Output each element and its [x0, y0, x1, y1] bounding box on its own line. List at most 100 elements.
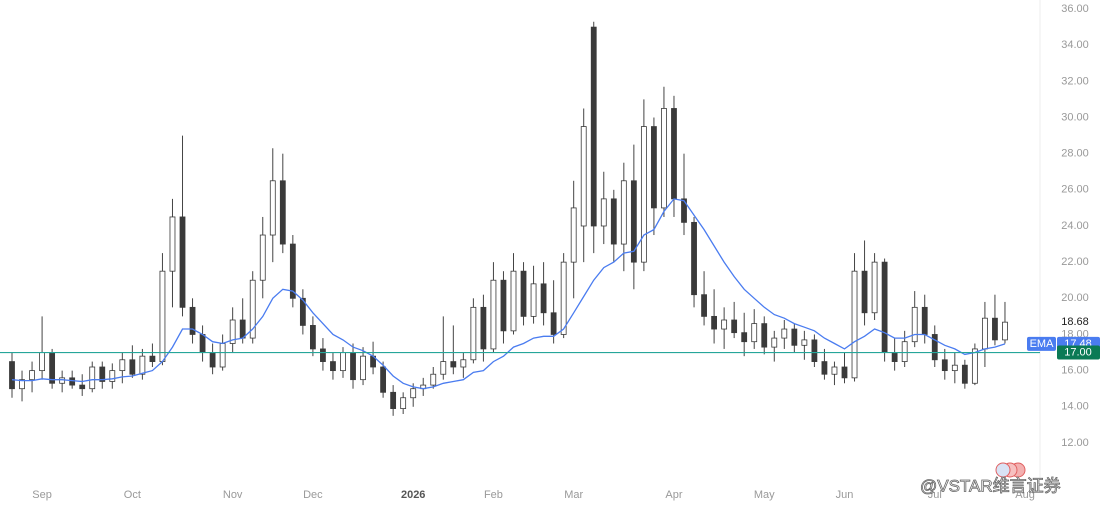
candle-body — [560, 261, 567, 335]
candle-body — [59, 377, 66, 384]
candle-body — [741, 332, 748, 343]
candle-body — [279, 180, 286, 245]
candle-body — [410, 388, 417, 399]
ema-name-tag — [1027, 336, 1056, 351]
candle-body — [731, 319, 738, 334]
candle-body — [400, 397, 407, 409]
candle-body — [861, 270, 868, 314]
candle-body — [229, 319, 236, 344]
y-tick-label: 12.00 — [1061, 437, 1089, 449]
y-tick-label: 30.00 — [1061, 111, 1089, 123]
ema-name: EMA — [1030, 338, 1055, 350]
candle-body — [169, 216, 176, 272]
candle-body — [600, 198, 607, 227]
candle-body — [79, 384, 86, 390]
candle-body — [470, 306, 477, 361]
candle-body — [269, 180, 276, 236]
candle-body — [881, 261, 888, 353]
candle-body — [701, 294, 707, 317]
candle-body — [811, 339, 818, 362]
y-tick-label: 36.00 — [1061, 3, 1089, 15]
x-tick-label: Sep — [32, 489, 52, 501]
candle-body — [821, 361, 828, 375]
candle-body — [209, 352, 216, 368]
candle-body — [951, 364, 958, 372]
y-tick-label: 24.00 — [1061, 220, 1089, 232]
candle-body — [801, 339, 808, 346]
ema-line — [11, 198, 1006, 390]
candle-body — [871, 261, 878, 314]
candle-body — [540, 283, 547, 314]
candle-body — [239, 319, 246, 339]
candle-body — [309, 325, 316, 350]
candle-body — [29, 370, 35, 381]
candle-body — [69, 377, 76, 386]
x-tick-label: Aug — [1015, 489, 1035, 501]
candle-body — [490, 279, 497, 350]
candle-body — [430, 373, 437, 386]
y-tick-label: 28.00 — [1061, 148, 1089, 160]
candle-body — [330, 361, 336, 372]
candle-body — [440, 361, 447, 375]
candle-body — [570, 207, 577, 263]
y-tick-label: 20.00 — [1061, 292, 1089, 304]
candle-body — [1002, 321, 1008, 341]
y-tick-label: 34.00 — [1061, 39, 1089, 51]
candle-body — [610, 198, 617, 245]
candle-body — [751, 323, 758, 343]
last-price-label: 18.68 — [1061, 316, 1089, 328]
candle-body — [620, 180, 627, 245]
candle-body — [681, 198, 687, 223]
candle-body — [460, 359, 467, 368]
candle-body — [380, 366, 387, 393]
candle-body — [671, 108, 677, 200]
candle-body — [520, 270, 527, 317]
candle-body — [901, 341, 908, 362]
candle-body — [109, 370, 116, 382]
candle-body — [219, 343, 226, 368]
candle-body — [249, 279, 256, 339]
y-tick-label: 26.00 — [1061, 184, 1089, 196]
candle-body — [711, 315, 717, 330]
x-tick-label: Nov — [223, 489, 243, 501]
candle-body — [841, 366, 848, 379]
x-tick-label: 2026 — [401, 489, 425, 501]
candle-body — [640, 126, 647, 263]
candle-body — [159, 270, 166, 362]
candle-body — [791, 328, 798, 346]
candle-body — [851, 270, 858, 379]
hline-label: 17.00 — [1064, 346, 1092, 358]
candle-body — [99, 366, 106, 382]
x-tick-label: Feb — [484, 489, 503, 501]
candle-body — [831, 366, 838, 375]
x-tick-label: Jul — [928, 489, 942, 501]
candle-body — [19, 379, 25, 390]
candle-body — [661, 108, 667, 209]
candle-body — [580, 126, 587, 227]
candle-body — [320, 348, 326, 362]
candle-body — [360, 355, 366, 381]
candle-body — [530, 283, 537, 317]
candle-body — [390, 391, 397, 409]
candle-body — [550, 312, 557, 335]
candle-body — [500, 279, 507, 332]
y-tick-label: 32.00 — [1061, 75, 1089, 87]
candle-body — [651, 126, 657, 209]
candle-body — [259, 234, 266, 281]
candle-body — [771, 337, 778, 348]
candle-body — [340, 352, 346, 372]
candle-body — [299, 297, 306, 326]
y-tick-label: 14.00 — [1061, 401, 1089, 413]
x-tick-label: Apr — [665, 489, 682, 501]
candle-body — [630, 180, 637, 263]
candle-body — [450, 361, 457, 368]
candle-body — [931, 334, 938, 361]
candle-body — [590, 26, 597, 227]
watermark-icon — [995, 462, 1026, 478]
y-tick-label: 16.00 — [1061, 365, 1089, 377]
candle-body — [911, 306, 918, 343]
candle-body — [971, 348, 978, 384]
candle-body — [891, 352, 898, 362]
